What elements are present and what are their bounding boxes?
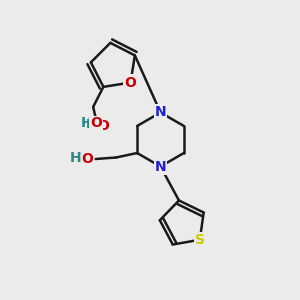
Text: H: H — [81, 116, 93, 130]
Text: H: H — [70, 151, 81, 165]
Text: N: N — [155, 160, 166, 173]
Text: O: O — [90, 116, 102, 130]
Text: S: S — [195, 233, 205, 247]
Text: H: H — [86, 118, 96, 131]
Text: O: O — [98, 119, 110, 133]
Text: N: N — [155, 106, 166, 119]
Text: O: O — [81, 152, 93, 166]
Text: O: O — [124, 76, 136, 89]
